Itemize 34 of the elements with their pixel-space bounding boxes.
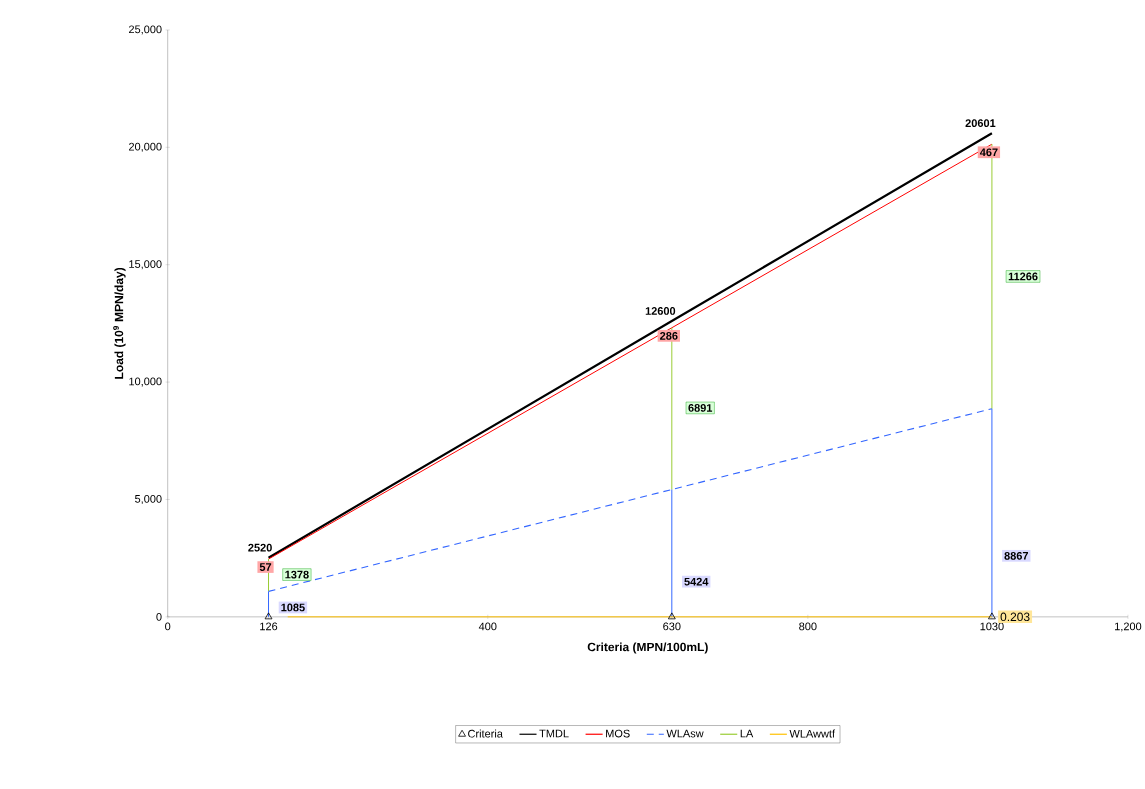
x-tick-label: 126 (260, 622, 278, 631)
y-tick-label: 25,000 (129, 25, 162, 35)
annotation: 57 (259, 563, 272, 572)
annotation: 5424 (684, 577, 709, 586)
data-label: 2520 (248, 543, 272, 552)
annotation: 1378 (285, 570, 309, 579)
y-tick-label: 5,000 (135, 495, 162, 505)
legend-label: Criteria (468, 729, 503, 738)
x-tick-label: 800 (799, 622, 817, 631)
y-tick-label: 20,000 (129, 143, 162, 153)
x-tick-label: 0 (165, 622, 171, 631)
annotation: 286 (660, 332, 678, 340)
x-tick-label: 1,200 (1115, 622, 1142, 632)
y-tick-label: 10,000 (129, 377, 162, 387)
annotation: 467 (979, 148, 998, 157)
legend-label: MOS (606, 729, 630, 738)
annotation: 1085 (281, 603, 305, 612)
x-tick-label: 630 (663, 622, 681, 631)
y-tick-label: 0 (156, 613, 162, 621)
x-tick-label: 1030 (980, 622, 1004, 631)
legend-label: LA (740, 729, 754, 738)
data-label: 20601 (965, 119, 996, 128)
legend-label: TMDL (539, 729, 569, 738)
y-tick-label: 15,000 (129, 260, 162, 270)
x-axis-title: Criteria (MPN/100mL) (587, 642, 708, 654)
annotation: 6891 (688, 404, 713, 413)
legend-label: WLAsw (666, 729, 704, 738)
legend-label: WLAwwtf (789, 729, 836, 738)
x-tick-label: 400 (478, 622, 497, 631)
data-label: 0.203 (1000, 612, 1030, 622)
annotation: 11266 (1008, 272, 1038, 281)
y-axis-title: Load (10$^{9}$ MPN/day) (113, 268, 126, 379)
annotation: 8867 (1004, 552, 1029, 560)
data-label: 12600 (645, 307, 676, 316)
